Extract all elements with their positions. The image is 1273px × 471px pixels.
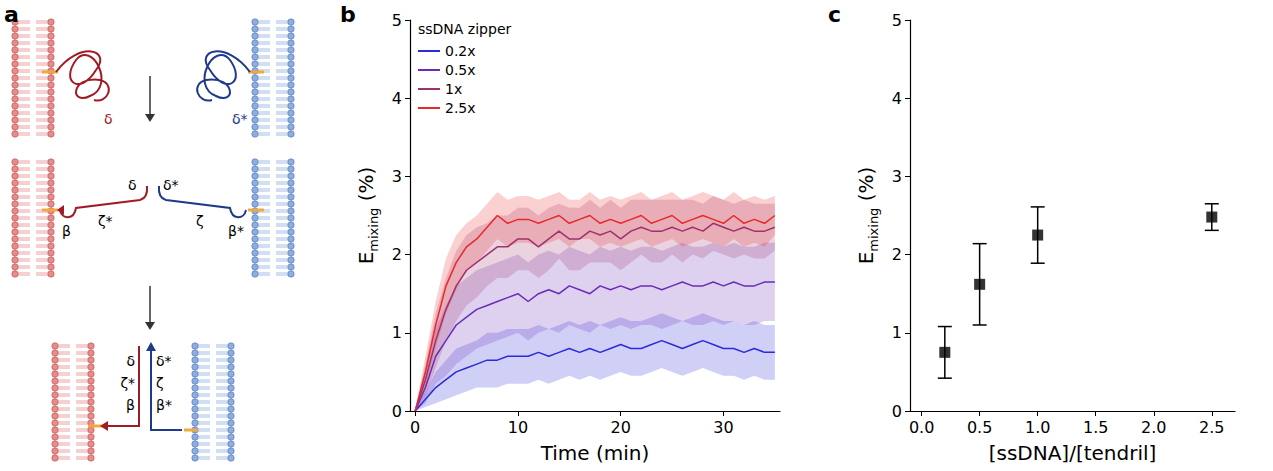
svg-text:ζ*: ζ* [98,213,113,229]
svg-text:3: 3 [392,167,402,186]
svg-text:E: E [854,252,878,265]
svg-text:β*: β* [156,397,172,413]
svg-text:E: E [354,252,378,265]
svg-text:0: 0 [392,402,402,421]
svg-text:2.0: 2.0 [1141,418,1166,437]
svg-text:δ: δ [128,177,137,193]
svg-text:[ssDNA]/[tendril]: [ssDNA]/[tendril] [989,441,1157,465]
svg-text:2.5x: 2.5x [445,100,476,116]
svg-text:2.5: 2.5 [1199,418,1224,437]
svg-text:ζ: ζ [196,213,204,229]
svg-text:δ: δ [104,111,113,127]
svg-text:δ*: δ* [156,353,172,369]
svg-text:mixing: mixing [866,208,881,252]
html-text:a: a [4,2,19,27]
html-text:b: b [340,2,356,27]
svg-text:ζ: ζ [156,375,164,391]
svg-text:2: 2 [392,245,402,264]
svg-text:3: 3 [892,167,902,186]
svg-text:5: 5 [892,11,902,30]
svg-text:δ*: δ* [163,177,179,193]
svg-text:β: β [126,397,135,413]
svg-text:1: 1 [892,323,902,342]
svg-text:β*: β* [228,223,244,239]
svg-text:(%): (%) [354,167,378,208]
svg-text:1x: 1x [445,81,462,97]
svg-text:10: 10 [508,418,528,437]
svg-text:0.5x: 0.5x [445,62,476,78]
svg-text:1.0: 1.0 [1025,418,1050,437]
svg-text:ssDNA zipper: ssDNA zipper [418,21,511,37]
svg-text:δ*: δ* [232,111,248,127]
svg-text:0.0: 0.0 [909,418,934,437]
svg-text:(%): (%) [854,167,878,208]
svg-text:0: 0 [410,418,420,437]
svg-text:30: 30 [713,418,733,437]
svg-text:Time (min): Time (min) [540,441,650,465]
svg-text:mixing: mixing [366,208,381,252]
html-text:c: c [828,2,841,27]
svg-text:1.5: 1.5 [1083,418,1108,437]
svg-text:ζ*: ζ* [120,375,135,391]
svg-text:0.5: 0.5 [967,418,992,437]
svg-text:1: 1 [392,323,402,342]
svg-text:2: 2 [892,245,902,264]
svg-text:0.2x: 0.2x [445,43,476,59]
svg-text:4: 4 [892,89,902,108]
svg-text:0: 0 [892,402,902,421]
svg-text:20: 20 [611,418,631,437]
svg-text:β: β [62,223,71,239]
svg-text:5: 5 [392,11,402,30]
svg-text:4: 4 [392,89,402,108]
svg-text:δ: δ [126,353,135,369]
